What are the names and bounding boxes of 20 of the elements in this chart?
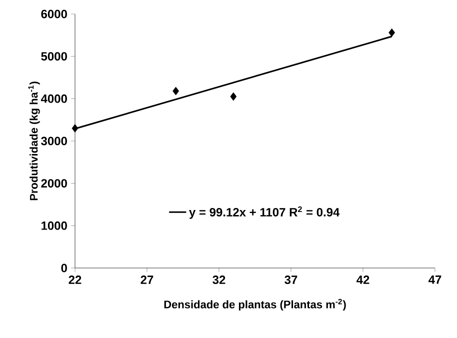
x-tick-label: 42: [356, 276, 370, 284]
y-tick-label: 2000: [41, 179, 67, 188]
y-tick-label: 4000: [40, 94, 67, 103]
y-tick-label: 6000: [41, 10, 67, 18]
x-tick-label: 27: [140, 276, 154, 284]
x-tick-label: 22: [68, 276, 82, 284]
y-axis-title: Produtividade (kg ha$^{-1}$): [28, 82, 40, 200]
x-axis-title: Densidade de plantas (Plantas m$^{-2}$): [164, 298, 346, 311]
point: [172, 86, 180, 96]
y-tick-label: 1000: [42, 221, 67, 230]
y-tick-label: 0: [61, 264, 67, 272]
y-tick-label: 3000: [41, 136, 67, 146]
x-tick-label: 32: [212, 276, 226, 284]
legend-label: y = 99.12x + 1107 R$^{2}$ = 0.94: [189, 206, 340, 219]
point: [72, 124, 78, 132]
point: [388, 28, 396, 37]
x-tick-label: 37: [284, 276, 298, 284]
point: [230, 92, 237, 101]
x-tick-label: 47: [428, 276, 442, 284]
y-tick-label: 5000: [41, 52, 67, 61]
